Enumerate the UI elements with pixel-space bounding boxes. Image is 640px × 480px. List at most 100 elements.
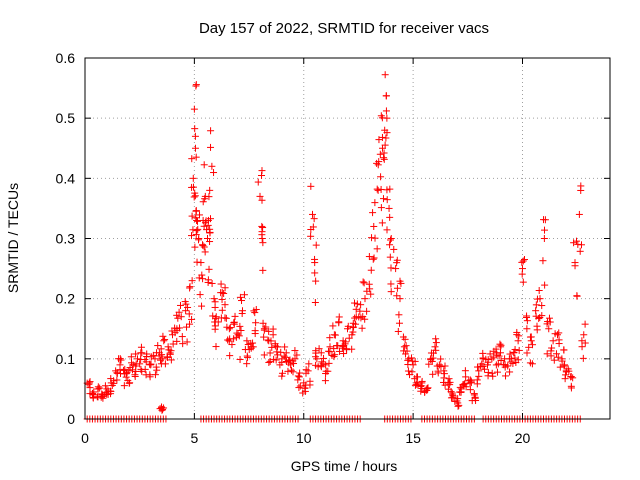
data-point [137, 349, 145, 357]
x-tick-label: 10 [296, 430, 312, 446]
data-point [380, 155, 388, 163]
data-point [206, 186, 214, 194]
data-point [448, 389, 456, 397]
data-point [488, 369, 496, 377]
data-point [402, 342, 410, 350]
data-point [396, 295, 404, 303]
data-point [173, 337, 181, 345]
data-point [562, 371, 570, 379]
data-point [258, 196, 266, 204]
data-point [228, 341, 236, 349]
data-point [262, 323, 270, 331]
data-point [489, 372, 497, 380]
data-point [576, 247, 584, 255]
data-point [205, 265, 213, 273]
data-point [237, 327, 245, 335]
data-point [484, 368, 492, 376]
data-point [565, 367, 573, 375]
data-point [456, 383, 464, 391]
data-point [249, 339, 257, 347]
data-point [307, 232, 315, 240]
data-point [191, 125, 199, 133]
data-point [311, 269, 319, 277]
data-point [207, 127, 215, 135]
data-point [301, 384, 309, 392]
data-point [400, 343, 408, 351]
data-point [533, 326, 541, 334]
data-point [154, 342, 162, 350]
data-point [570, 239, 578, 247]
data-point [179, 340, 187, 348]
data-point [465, 377, 473, 385]
data-point [393, 284, 401, 292]
data-point [359, 278, 367, 286]
data-point [383, 226, 391, 234]
data-point [561, 361, 569, 369]
data-point [444, 379, 452, 387]
data-point [238, 310, 246, 318]
data-point [194, 225, 202, 233]
data-point [206, 238, 214, 246]
data-point [113, 376, 121, 384]
data-point [160, 404, 168, 412]
data-point [151, 371, 159, 379]
data-point [365, 280, 373, 288]
data-point [159, 355, 167, 363]
data-point [189, 174, 197, 182]
data-point [194, 217, 202, 225]
data-point [210, 295, 218, 303]
data-point [315, 345, 323, 353]
data-point [120, 382, 128, 390]
data-point [437, 355, 445, 363]
data-point [221, 301, 229, 309]
data-point [317, 363, 325, 371]
data-point [555, 336, 563, 344]
data-point [386, 185, 394, 193]
data-point [324, 367, 332, 375]
data-point [322, 361, 330, 369]
data-point [222, 314, 230, 322]
data-point [486, 350, 494, 358]
data-point [378, 133, 386, 141]
data-point [325, 359, 333, 367]
data-point [526, 333, 534, 341]
data-point [183, 338, 191, 346]
x-tick-label: 15 [405, 430, 421, 446]
data-point [370, 222, 378, 230]
data-point [291, 347, 299, 355]
data-point [99, 394, 107, 402]
data-point [457, 388, 465, 396]
data-point [210, 169, 218, 177]
data-point [462, 373, 470, 381]
data-point [225, 325, 233, 333]
data-point [383, 186, 391, 194]
data-point [212, 313, 220, 321]
data-point [247, 344, 255, 352]
data-point [198, 302, 206, 310]
data-point [188, 277, 196, 285]
data-point [402, 350, 410, 358]
data-point [460, 382, 468, 390]
data-point [429, 354, 437, 362]
data-point [496, 349, 504, 357]
data-point [351, 314, 359, 322]
y-axis-label: SRMTID / TECUs [5, 183, 21, 293]
data-point [188, 212, 196, 220]
data-point [278, 372, 286, 380]
data-point [146, 373, 154, 381]
data-point [367, 290, 375, 298]
data-point [555, 329, 563, 337]
data-point [107, 387, 115, 395]
data-point [226, 324, 234, 332]
data-point [208, 162, 216, 170]
data-point [361, 315, 369, 323]
data-point [445, 375, 453, 383]
data-point [307, 182, 315, 190]
data-point [558, 357, 566, 365]
data-point [575, 210, 583, 218]
data-point [289, 368, 297, 376]
y-tick-label: 0.4 [56, 170, 76, 186]
data-point [408, 368, 416, 376]
data-point [258, 167, 266, 175]
data-point [431, 343, 439, 351]
